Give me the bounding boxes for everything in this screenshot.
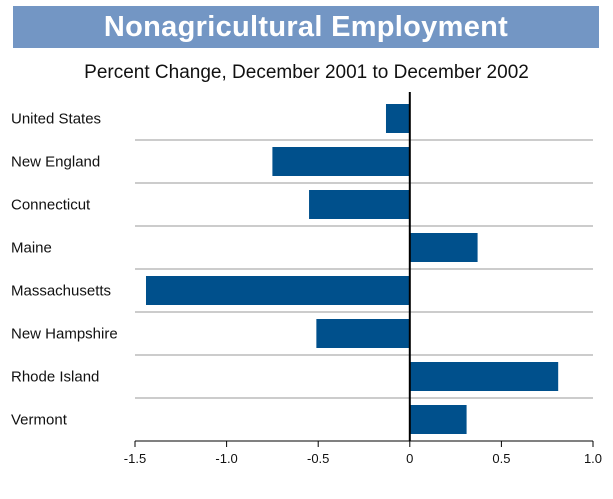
x-tick-label: 0 (406, 451, 413, 466)
bar-massachusetts (145, 276, 410, 305)
x-tick-label: 0.5 (492, 451, 510, 466)
category-label: Vermont (11, 412, 68, 429)
bar-united-states (385, 104, 410, 133)
bar-new-england (272, 147, 410, 176)
bar-new-hampshire (316, 319, 410, 348)
x-tick-label: -0.5 (307, 451, 329, 466)
category-label: New England (11, 154, 100, 171)
category-label: Massachusetts (11, 283, 111, 300)
x-tick-label: -1.5 (124, 451, 146, 466)
category-label: Connecticut (11, 197, 91, 214)
chart-title: Nonagricultural Employment (103, 10, 509, 43)
bar-connecticut (309, 190, 410, 219)
category-label: Maine (11, 240, 52, 257)
category-label: Rhode Island (11, 369, 99, 386)
x-tick-label: -1.0 (215, 451, 237, 466)
category-label: New Hampshire (11, 326, 118, 343)
category-label: United States (11, 111, 101, 128)
bar-maine (409, 233, 478, 262)
bar-rhode-island (409, 362, 559, 391)
chart-subtitle: Percent Change, December 2001 to Decembe… (84, 62, 529, 83)
bar-vermont (409, 405, 467, 434)
x-tick-label: 1.0 (584, 451, 602, 466)
title-bar: Nonagricultural Employment (13, 6, 599, 48)
